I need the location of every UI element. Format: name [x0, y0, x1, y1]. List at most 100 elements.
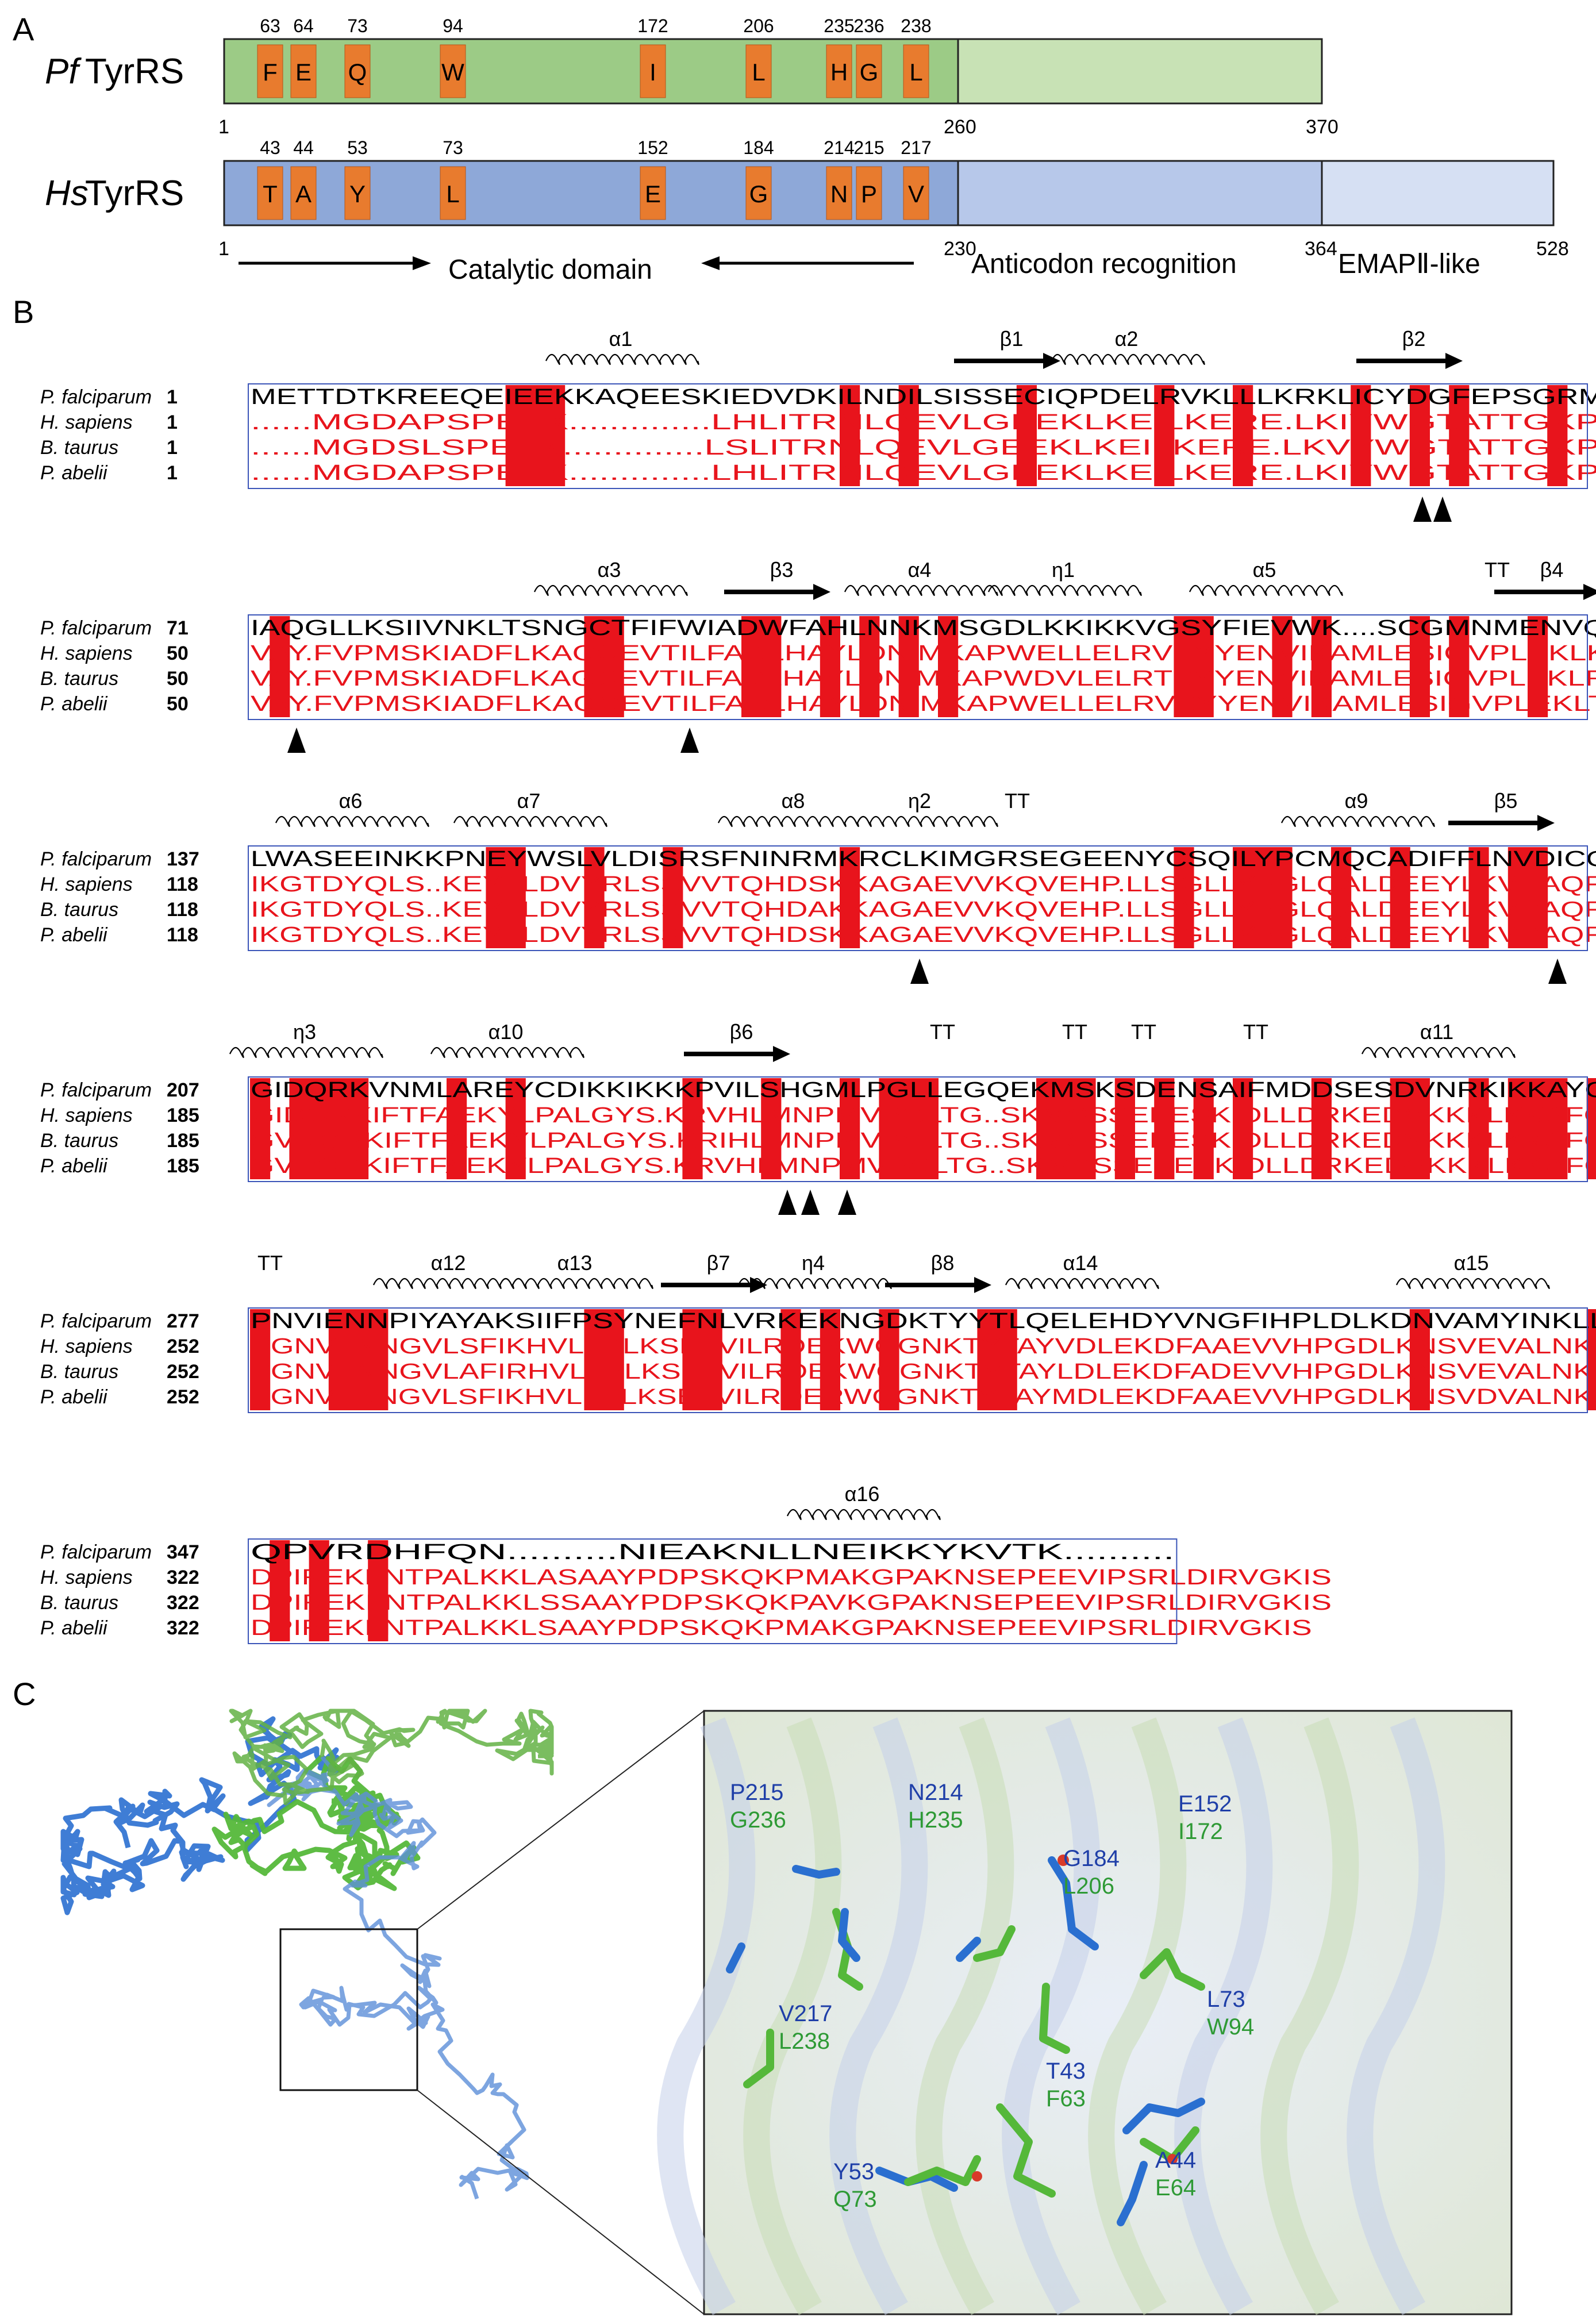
conserved-cell	[1272, 847, 1293, 872]
pf-residue-aa-73: Q	[348, 59, 367, 86]
conserved-cell	[1528, 1154, 1548, 1179]
conserved-cell	[1409, 461, 1430, 486]
conserved-cell	[761, 1154, 782, 1179]
conserved-cell	[1547, 410, 1568, 436]
conserved-cell	[918, 1129, 939, 1154]
hs-residue-label-E152: E152	[1178, 1791, 1232, 1817]
hs-residue-label-P215: P215	[730, 1780, 783, 1805]
structure-label-b3-3: TT	[930, 1020, 955, 1044]
conserved-cell	[1036, 1103, 1057, 1129]
conserved-cell	[879, 1385, 899, 1410]
conserved-cell	[603, 616, 624, 641]
conserved-cell	[270, 692, 290, 717]
helix-coil-b0-0	[545, 353, 699, 365]
conserved-cell	[368, 1334, 389, 1360]
helix-coil-b2-1	[453, 815, 607, 828]
alignment-row-b4-0: PNVIENNPIYAYAKSIIFPSYNEFNLVRKEKNGDKTYYTL…	[250, 1309, 1596, 1334]
conserved-cell	[1233, 1078, 1253, 1103]
conserved-cell	[840, 923, 860, 948]
conserved-cell	[840, 1154, 860, 1179]
pf-residue-label-H235: H235	[908, 1807, 963, 1833]
hs-residue-label-L73: L73	[1207, 1987, 1245, 2012]
conserved-cell	[1174, 872, 1194, 898]
conserved-cell	[682, 1360, 703, 1385]
structure-label-b4-7: α15	[1454, 1251, 1489, 1275]
structure-label-b2-5: α9	[1345, 789, 1368, 813]
conserved-cell	[1114, 1103, 1135, 1129]
species-label-b2-1: H. sapiens	[40, 874, 133, 895]
conserved-cell	[1468, 923, 1489, 948]
species-label-b4-0: P. falciparum	[40, 1310, 152, 1332]
alignment-block-outline-1	[248, 614, 1588, 720]
conserved-cell	[289, 1103, 310, 1129]
conserved-cell	[505, 461, 526, 486]
conserved-cell	[270, 616, 290, 641]
emap-label: EMAPⅡ-like	[1338, 249, 1480, 279]
hs-residue-pos-53: 53	[347, 137, 368, 158]
conserved-cell	[309, 1078, 329, 1103]
conserved-cell	[368, 1309, 389, 1334]
pf-residue-pos-63: 63	[260, 16, 280, 36]
conserved-cell	[1272, 667, 1293, 692]
conserved-cell	[250, 1360, 271, 1385]
conserved-cell	[1351, 385, 1371, 410]
helix-coil-b5-0	[786, 1509, 941, 1521]
alignment-block-outline-0	[248, 383, 1588, 489]
seq-start-b1-1: 50	[167, 642, 189, 664]
hs-residue-stick	[1117, 2161, 1148, 2226]
conserved-cell	[859, 641, 880, 667]
conserved-cell	[1233, 847, 1253, 872]
conserved-cell	[348, 1154, 369, 1179]
species-label-b2-2: B. taurus	[40, 899, 118, 921]
seq-start-b2-1: 118	[167, 874, 198, 895]
sequence-text-b2-1: IKGTDYQLS..KEYTLDVYRLSSVVTQHDSKKAGAEVVKQ…	[251, 872, 1596, 897]
seq-start-b1-2: 50	[167, 668, 189, 690]
conserved-cell	[486, 847, 506, 872]
conserved-cell	[348, 1385, 369, 1410]
conserved-cell	[1528, 898, 1548, 923]
pf-name-italic: Pf	[45, 52, 82, 91]
alignment-row-b1-3: VAY.FVPMSKIADFLKAGCEVTILFADLHAYLDN.MKAPW…	[251, 692, 1596, 717]
seq-start-b5-3: 322	[167, 1617, 199, 1639]
species-label-b1-2: B. taurus	[40, 668, 118, 690]
alignment-block-outline-4	[248, 1307, 1588, 1413]
conserved-cell	[1154, 385, 1175, 410]
seq-start-b3-1: 185	[167, 1105, 199, 1126]
conserved-cell	[1331, 923, 1352, 948]
conserved-cell	[879, 1154, 899, 1179]
conserved-cell	[505, 1078, 526, 1103]
conserved-cell	[682, 1129, 703, 1154]
pf-residue-box-73	[344, 44, 371, 98]
backbone-trace	[229, 1709, 554, 1806]
structure-label-b4-4: η4	[802, 1251, 825, 1275]
pf-residue-stick	[1039, 1983, 1070, 2054]
anticodon-label: Anticodon recognition	[971, 249, 1237, 279]
conserved-cell	[505, 1154, 526, 1179]
helix-coil-b3-1	[430, 1046, 584, 1059]
conserved-cell	[879, 1309, 899, 1334]
conserved-cell	[1056, 1129, 1076, 1154]
conserved-cell	[1390, 1078, 1410, 1103]
conserved-cell	[780, 1334, 801, 1360]
structure-label-b3-1: α10	[489, 1020, 524, 1044]
backbone-trace	[60, 1716, 340, 1915]
conserved-cell	[780, 1360, 801, 1385]
helix-coil-b1-3	[987, 584, 1142, 597]
hs-residue-aa-152: E	[645, 180, 661, 207]
conserved-cell	[368, 1540, 389, 1565]
pf-residue-box-235	[826, 44, 852, 98]
alignment-block-outline-3	[248, 1076, 1588, 1182]
hs-boundary-364: 364	[1305, 238, 1337, 260]
sequence-text-b1-3: VAY.FVPMSKIADFLKAGCEVTILFADLHAYLDN.MKAPW…	[251, 692, 1596, 716]
conserved-cell	[1507, 872, 1528, 898]
structure-label-b0-3: β2	[1402, 327, 1426, 351]
alignment-row-b0-1: ......MGDAPSPEEK..............LHLITRNLQE…	[251, 410, 1596, 436]
conserved-cell	[1056, 1154, 1076, 1179]
conserved-cell	[1272, 692, 1293, 717]
conserved-cell	[1016, 461, 1037, 486]
alignment-row-b3-1: GIDQRKIFTFAEKYLPALGYS.KRVHLMNPMVPGLTG..S…	[250, 1103, 1596, 1129]
conserved-cell	[505, 1103, 526, 1129]
pf-residue-aa-206: L	[752, 59, 765, 86]
hs-name-italic: Hs	[45, 174, 89, 213]
beta-arrowhead-b2-6	[1537, 815, 1555, 831]
